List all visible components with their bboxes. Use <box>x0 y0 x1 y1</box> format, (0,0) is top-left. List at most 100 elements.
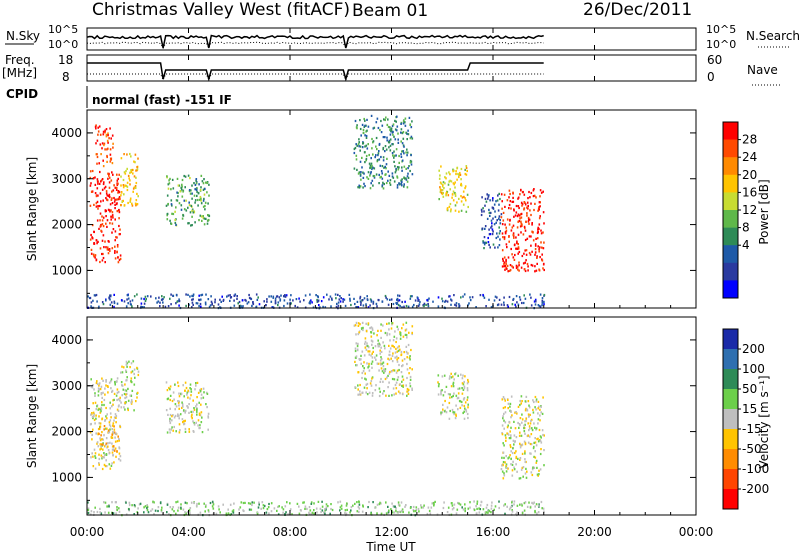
heatmap-cell <box>517 457 519 460</box>
heatmap-cell <box>343 298 346 301</box>
heatmap-cell <box>277 513 280 516</box>
heatmap-cell <box>361 327 363 331</box>
heatmap-cell <box>467 205 469 209</box>
heatmap-cell <box>507 398 509 401</box>
heatmap-cell <box>202 188 205 191</box>
heatmap-cell <box>355 306 357 309</box>
heatmap-cell <box>444 176 446 179</box>
heatmap-cell <box>445 172 448 175</box>
heatmap-cell <box>110 387 112 390</box>
heatmap-cell <box>536 237 539 240</box>
heatmap-cell <box>120 175 122 178</box>
heatmap-cell <box>100 179 103 182</box>
heatmap-cell <box>286 501 288 504</box>
heatmap-cell <box>530 418 533 421</box>
heatmap-cell <box>534 243 537 246</box>
heatmap-cell <box>246 302 249 305</box>
heatmap-cell <box>451 408 454 412</box>
heatmap-cell <box>450 299 453 302</box>
heatmap-cell <box>507 424 509 427</box>
heatmap-cell <box>99 247 102 250</box>
heatmap-cell <box>363 386 366 389</box>
heatmap-cell <box>108 196 111 199</box>
heatmap-cell <box>212 503 215 506</box>
heatmap-cell <box>249 502 252 505</box>
heatmap-cell <box>493 508 495 511</box>
heatmap-cell <box>349 297 351 300</box>
heatmap-cell <box>113 293 115 296</box>
heatmap-cell <box>169 297 171 300</box>
heatmap-cell <box>123 300 126 303</box>
heatmap-cell <box>377 126 380 130</box>
heatmap-cell <box>193 194 196 197</box>
heatmap-cell <box>427 305 430 308</box>
heatmap-cell <box>385 181 388 185</box>
heatmap-cell <box>270 295 272 298</box>
heatmap-cell <box>195 181 198 184</box>
heatmap-cell <box>170 428 172 431</box>
heatmap-cell <box>365 130 367 133</box>
heatmap-cell <box>160 509 163 512</box>
heatmap-cell <box>358 171 361 174</box>
heatmap-cell <box>520 220 522 223</box>
heatmap-cell <box>406 175 409 178</box>
heatmap-cell <box>384 347 386 350</box>
heatmap-cell <box>533 466 536 469</box>
heatmap-cell <box>512 196 514 199</box>
heatmap-cell <box>536 473 539 476</box>
heatmap-cell <box>384 377 387 381</box>
heatmap-cell <box>356 124 358 127</box>
heatmap-cell <box>406 138 408 141</box>
heatmap-cell <box>120 406 123 409</box>
heatmap-cell <box>359 185 362 188</box>
heatmap-cell <box>116 202 118 205</box>
heatmap-cell <box>386 123 389 126</box>
heatmap-cell <box>258 501 260 504</box>
heatmap-cell <box>364 161 366 164</box>
heatmap-cell <box>365 157 368 161</box>
heatmap-cell <box>516 240 518 243</box>
heatmap-cell <box>371 366 373 369</box>
heatmap-cell <box>361 166 363 169</box>
heatmap-cell <box>449 396 451 399</box>
heatmap-cell <box>181 401 183 404</box>
heatmap-cell <box>447 183 450 186</box>
heatmap-cell <box>117 398 120 401</box>
heatmap-cell <box>200 403 202 406</box>
heatmap-cell <box>244 501 246 504</box>
heatmap-cell <box>452 199 455 202</box>
heatmap-cell <box>440 393 442 396</box>
heatmap-cell <box>100 229 102 232</box>
heatmap-cell <box>389 370 391 374</box>
heatmap-cell <box>462 295 464 298</box>
heatmap-cell <box>531 501 533 504</box>
heatmap-cell <box>392 344 394 348</box>
heatmap-cell <box>108 421 111 424</box>
heatmap-cell <box>90 385 93 388</box>
heatmap-cell <box>379 176 381 179</box>
heatmap-cell <box>534 265 536 268</box>
heatmap-cell <box>101 403 103 407</box>
heatmap-cell <box>107 445 109 448</box>
heatmap-cell <box>251 501 254 504</box>
heatmap-cell <box>184 175 187 178</box>
heatmap-cell <box>169 177 171 180</box>
heatmap-cell <box>541 246 543 249</box>
heatmap-cell <box>518 261 520 264</box>
heatmap-cell <box>441 375 444 378</box>
heatmap-cell <box>107 248 110 251</box>
heatmap-cell <box>388 344 390 347</box>
heatmap-cell <box>330 507 332 511</box>
heatmap-cell <box>528 406 531 409</box>
heatmap-cell <box>520 212 523 215</box>
heatmap-cell <box>358 184 360 187</box>
heatmap-cell <box>384 294 387 298</box>
heatmap-cell <box>456 201 458 204</box>
heatmap-cell <box>143 297 145 301</box>
heatmap-cell <box>517 246 520 249</box>
heatmap-cell <box>362 131 365 134</box>
heatmap-cell <box>361 350 364 353</box>
heatmap-cell <box>124 383 126 386</box>
heatmap-cell <box>187 389 189 392</box>
